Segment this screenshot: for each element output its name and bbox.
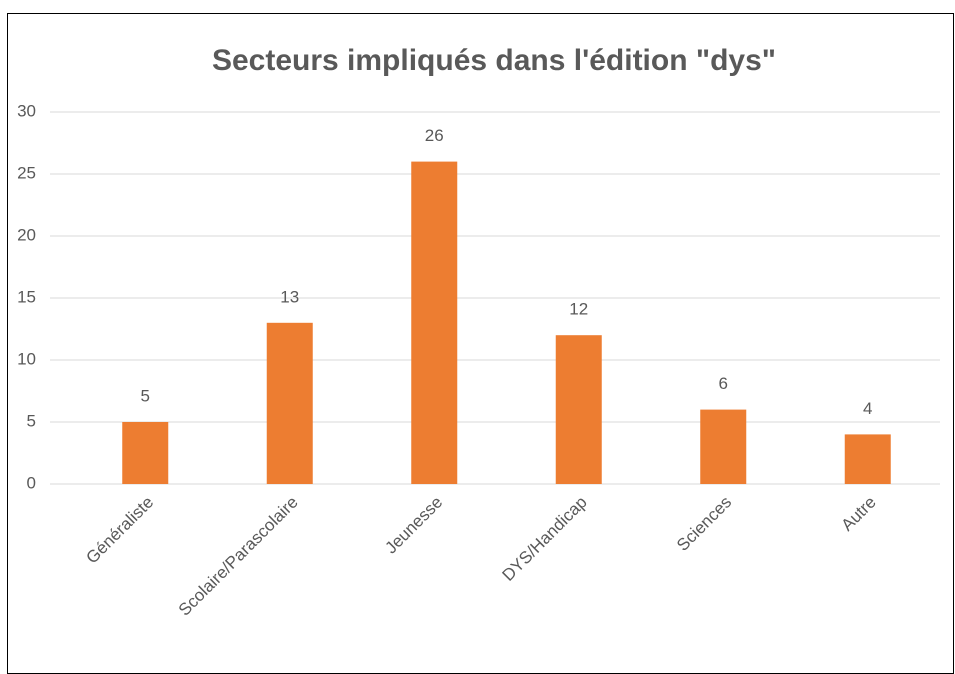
y-tick-label: 30 <box>17 101 36 120</box>
data-label: 5 <box>141 386 150 405</box>
bar <box>122 422 169 484</box>
y-tick-label: 20 <box>17 225 36 244</box>
bar <box>700 409 747 484</box>
chart-title: Secteurs impliqués dans l'édition "dys" <box>212 44 776 77</box>
y-tick-label: 15 <box>17 287 36 306</box>
bar <box>555 335 602 484</box>
data-label: 4 <box>863 399 872 418</box>
data-label: 6 <box>719 374 728 393</box>
y-tick-label: 25 <box>17 163 36 182</box>
data-label: 26 <box>425 126 444 145</box>
data-label: 12 <box>569 300 588 319</box>
y-tick-label: 0 <box>27 473 36 492</box>
y-tick-label: 5 <box>27 411 36 430</box>
bar <box>266 322 313 484</box>
bar <box>411 161 458 484</box>
bar <box>844 434 891 484</box>
y-tick-label: 10 <box>17 349 36 368</box>
data-label: 13 <box>280 287 299 306</box>
chart-border <box>7 13 954 674</box>
